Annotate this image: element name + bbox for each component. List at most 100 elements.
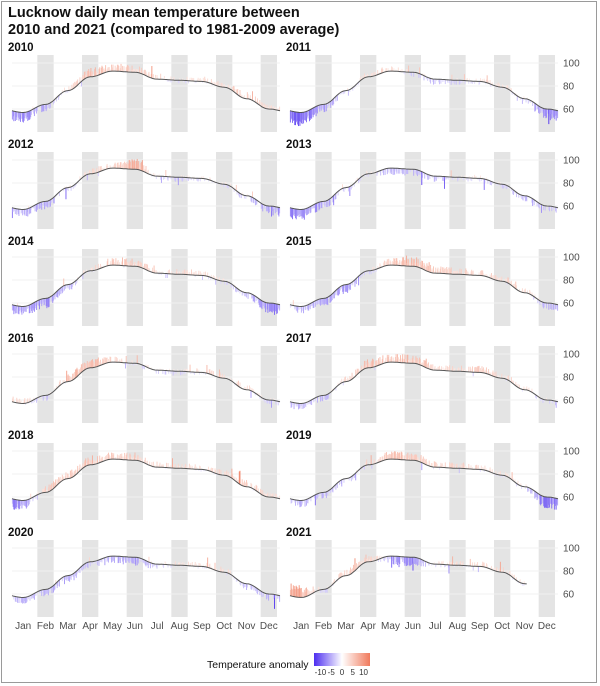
month-shade — [404, 55, 421, 132]
month-shade — [126, 55, 143, 132]
month-shade — [360, 152, 377, 229]
x-tick-label: Apr — [360, 621, 376, 632]
y-tick-label: 100 — [563, 447, 580, 458]
y-tick-label: 100 — [563, 544, 580, 555]
month-shade — [82, 249, 99, 326]
panel-2013: 2013 60 80 100 — [286, 139, 580, 229]
month-shade — [449, 249, 466, 326]
y-tick-label: 80 — [563, 373, 575, 384]
month-shade — [449, 55, 466, 132]
month-shade — [360, 249, 377, 326]
baseline-average-line — [11, 167, 281, 211]
panel-year-label: 2018 — [8, 430, 34, 442]
legend-tick-label: 10 — [359, 668, 368, 677]
panel-2014: 2014 — [8, 236, 281, 326]
baseline-average-line — [289, 458, 559, 502]
month-shade — [216, 55, 233, 132]
x-tick-label: Apr — [82, 621, 98, 632]
month-shade — [449, 152, 466, 229]
month-shade — [404, 346, 421, 423]
month-shade — [538, 443, 555, 520]
y-tick-label: 80 — [563, 276, 575, 287]
y-tick-label: 60 — [563, 202, 575, 213]
month-shade — [315, 443, 332, 520]
month-shade — [82, 55, 99, 132]
month-shade — [37, 249, 54, 326]
x-tick-label: May — [103, 621, 122, 632]
panel-2021: 2021 60 80 100 Jan Feb Mar Apr May Jun Jul Aug Sep Oc… — [286, 527, 580, 632]
x-tick-label: Mar — [337, 621, 355, 632]
month-shade — [360, 346, 377, 423]
month-shade — [494, 55, 511, 132]
legend-tick-label: -10 — [315, 668, 327, 677]
y-tick-label: 60 — [563, 396, 575, 407]
month-shade — [216, 443, 233, 520]
month-shade — [171, 540, 188, 617]
panel-2012: 2012 — [8, 139, 281, 229]
panel-year-label: 2017 — [286, 333, 312, 345]
panel-year-label: 2019 — [286, 430, 312, 442]
month-shade — [360, 540, 377, 617]
month-shade — [171, 152, 188, 229]
month-shade — [82, 443, 99, 520]
x-tick-label: Dec — [260, 621, 278, 632]
month-shade — [171, 443, 188, 520]
month-shade — [37, 55, 54, 132]
month-shade — [260, 346, 277, 423]
month-shade — [216, 152, 233, 229]
panel-year-label: 2014 — [8, 236, 34, 248]
panel-2020: 2020 Jan Feb Mar Apr May Jun Jul Aug Sep Oct Nov Dec — [8, 527, 281, 632]
month-shade — [449, 540, 466, 617]
baseline-average-line — [11, 458, 281, 502]
month-shade — [82, 540, 99, 617]
month-shade — [82, 152, 99, 229]
legend: Temperature anomaly -10 -5 0 5 10 — [207, 653, 370, 677]
baseline-average-line — [289, 264, 559, 308]
y-tick-label: 60 — [563, 493, 575, 504]
month-shade — [315, 55, 332, 132]
y-tick-label: 80 — [563, 179, 575, 190]
month-shade — [315, 346, 332, 423]
x-tick-label: Dec — [538, 621, 556, 632]
baseline-average-line — [11, 555, 281, 599]
x-tick-label: Jun — [405, 621, 421, 632]
month-shade — [260, 55, 277, 132]
x-tick-label: Nov — [516, 621, 534, 632]
month-shade — [449, 443, 466, 520]
legend-tick-label: 5 — [351, 668, 356, 677]
month-shade — [494, 249, 511, 326]
x-tick-label: Aug — [449, 621, 467, 632]
month-shade — [37, 443, 54, 520]
legend-tick-label: -5 — [328, 668, 336, 677]
panel-year-label: 2012 — [8, 139, 34, 151]
legend-title: Temperature anomaly — [207, 659, 309, 671]
month-shade — [126, 346, 143, 423]
panel-2011: 2011 60 80 100 — [286, 42, 580, 132]
y-tick-label: 60 — [563, 590, 575, 601]
panel-year-label: 2020 — [8, 527, 34, 539]
month-shade — [538, 55, 555, 132]
x-tick-label: Jul — [429, 621, 442, 632]
month-shade — [260, 540, 277, 617]
panel-2017: 2017 60 80 100 — [286, 333, 580, 423]
month-shade — [126, 443, 143, 520]
y-tick-label: 100 — [563, 350, 580, 361]
x-tick-label: Jun — [127, 621, 143, 632]
panel-year-label: 2011 — [286, 42, 312, 54]
month-shade — [449, 346, 466, 423]
legend-tick-label: 0 — [340, 668, 345, 677]
panel-2010: 2010 — [8, 42, 281, 132]
month-shade — [126, 540, 143, 617]
y-tick-label: 80 — [563, 567, 575, 578]
month-shade — [171, 55, 188, 132]
baseline-average-line — [11, 361, 281, 405]
x-tick-label: Mar — [59, 621, 77, 632]
x-tick-label: Sep — [193, 621, 211, 632]
panel-year-label: 2016 — [8, 333, 34, 345]
y-tick-label: 80 — [563, 470, 575, 481]
panel-year-label: 2021 — [286, 527, 312, 539]
month-shade — [126, 152, 143, 229]
month-shade — [37, 346, 54, 423]
panel-2015: 2015 60 80 100 — [286, 236, 580, 326]
